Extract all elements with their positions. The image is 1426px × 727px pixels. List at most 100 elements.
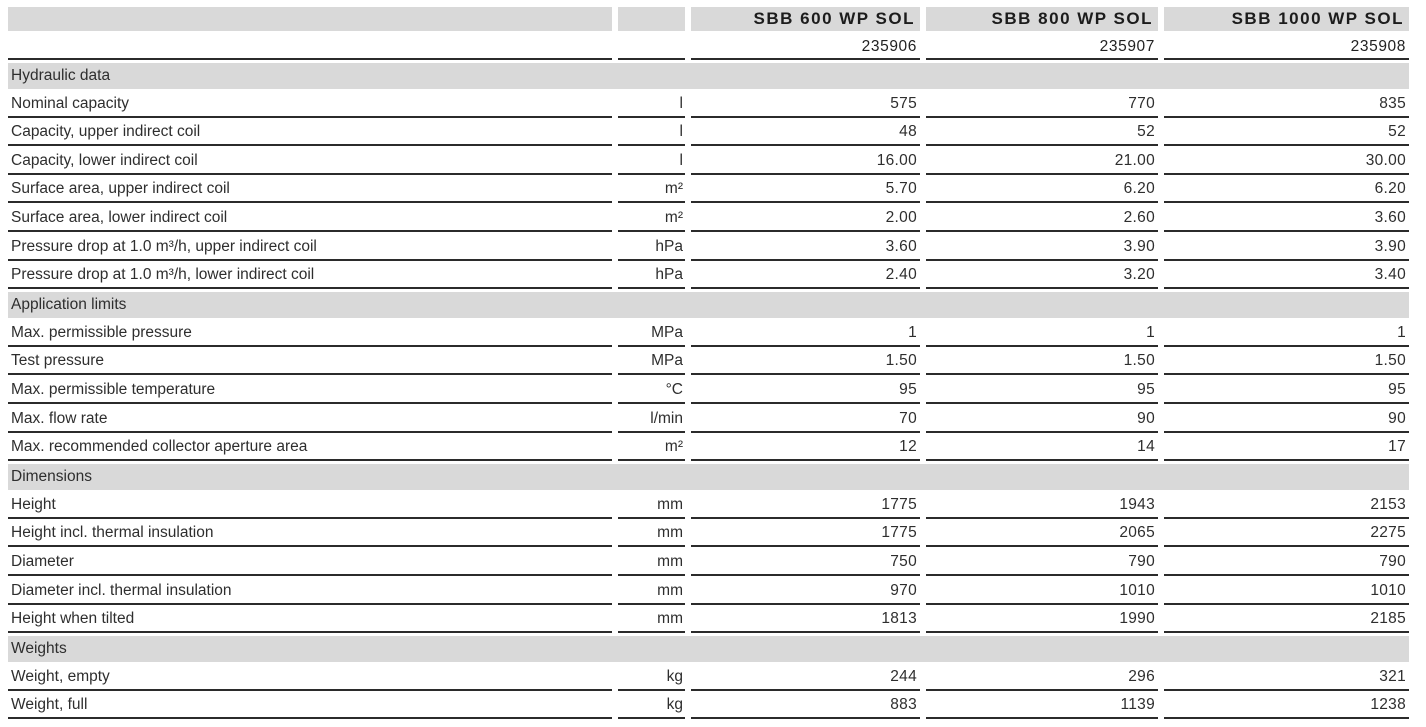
row-value: 1943 (926, 490, 1158, 519)
row-value: 95 (691, 375, 920, 404)
spec-row: Surface area, upper indirect coil m² 5.7… (8, 175, 1409, 204)
row-unit: hPa (618, 261, 685, 290)
label-column-header (8, 7, 612, 31)
row-value: 296 (926, 662, 1158, 691)
row-value: 3.60 (691, 232, 920, 261)
row-label: Capacity, upper indirect coil (8, 118, 612, 147)
row-value: 52 (1164, 118, 1409, 147)
spec-row: Max. permissible temperature °C 95 95 95 (8, 375, 1409, 404)
row-value: 790 (1164, 547, 1409, 576)
row-unit: kg (618, 691, 685, 720)
row-value: 790 (926, 547, 1158, 576)
row-value: 1.50 (926, 347, 1158, 376)
row-value: 2153 (1164, 490, 1409, 519)
row-value: 2.60 (926, 203, 1158, 232)
row-value: 90 (1164, 404, 1409, 433)
row-value: 1010 (1164, 576, 1409, 605)
product-column-header: SBB 1000 WP SOL (1164, 7, 1409, 31)
article-number: 235907 (926, 31, 1158, 60)
row-label: Max. flow rate (8, 404, 612, 433)
row-label: Weight, full (8, 691, 612, 720)
section-header: Dimensions (8, 464, 1409, 491)
row-value: 2.40 (691, 261, 920, 290)
row-label: Capacity, lower indirect coil (8, 146, 612, 175)
row-value: 90 (926, 404, 1158, 433)
row-value: 1.50 (1164, 347, 1409, 376)
row-value: 750 (691, 547, 920, 576)
article-label-cell (8, 31, 612, 60)
row-label: Pressure drop at 1.0 m³/h, lower indirec… (8, 261, 612, 290)
row-unit: m² (618, 433, 685, 462)
row-value: 1139 (926, 691, 1158, 720)
row-value: 1010 (926, 576, 1158, 605)
spec-row: Max. recommended collector aperture area… (8, 433, 1409, 462)
product-column-header: SBB 600 WP SOL (691, 7, 920, 31)
spec-row: Capacity, upper indirect coil l 48 52 52 (8, 118, 1409, 147)
row-unit: l (618, 89, 685, 118)
row-label: Surface area, lower indirect coil (8, 203, 612, 232)
row-label: Max. permissible temperature (8, 375, 612, 404)
spec-row: Weight, full kg 883 1139 1238 (8, 691, 1409, 720)
row-value: 321 (1164, 662, 1409, 691)
row-value: 2185 (1164, 605, 1409, 634)
spec-row: Test pressure MPa 1.50 1.50 1.50 (8, 347, 1409, 376)
row-label: Max. permissible pressure (8, 318, 612, 347)
row-value: 52 (926, 118, 1158, 147)
row-label: Pressure drop at 1.0 m³/h, upper indirec… (8, 232, 612, 261)
spec-row: Max. flow rate l/min 70 90 90 (8, 404, 1409, 433)
row-value: 30.00 (1164, 146, 1409, 175)
row-unit: °C (618, 375, 685, 404)
spec-row: Weight, empty kg 244 296 321 (8, 662, 1409, 691)
row-value: 575 (691, 89, 920, 118)
spec-row: Capacity, lower indirect coil l 16.00 21… (8, 146, 1409, 175)
spec-row: Pressure drop at 1.0 m³/h, lower indirec… (8, 261, 1409, 290)
spec-row: Surface area, lower indirect coil m² 2.0… (8, 203, 1409, 232)
article-number-row: 235906 235907 235908 (8, 31, 1409, 60)
row-value: 2.00 (691, 203, 920, 232)
row-unit: l/min (618, 404, 685, 433)
product-name: SBB 1000 WP SOL (1231, 9, 1404, 28)
spec-row: Max. permissible pressure MPa 1 1 1 (8, 318, 1409, 347)
product-header-row: SBB 600 WP SOL SBB 800 WP SOL SBB 1000 W… (8, 7, 1409, 31)
row-label: Height (8, 490, 612, 519)
row-unit: mm (618, 547, 685, 576)
row-unit: m² (618, 175, 685, 204)
table-body: Hydraulic data Nominal capacity l 575 77… (8, 63, 1409, 720)
product-column-header: SBB 800 WP SOL (926, 7, 1158, 31)
row-value: 1 (926, 318, 1158, 347)
row-value: 95 (926, 375, 1158, 404)
row-value: 1775 (691, 519, 920, 548)
row-value: 12 (691, 433, 920, 462)
row-unit: kg (618, 662, 685, 691)
row-value: 244 (691, 662, 920, 691)
spec-row: Height mm 1775 1943 2153 (8, 490, 1409, 519)
row-value: 970 (691, 576, 920, 605)
section-header: Weights (8, 636, 1409, 663)
row-value: 1.50 (691, 347, 920, 376)
row-unit: m² (618, 203, 685, 232)
row-label: Surface area, upper indirect coil (8, 175, 612, 204)
row-unit: mm (618, 576, 685, 605)
row-value: 3.40 (1164, 261, 1409, 290)
row-value: 3.60 (1164, 203, 1409, 232)
row-unit: mm (618, 605, 685, 634)
row-value: 770 (926, 89, 1158, 118)
spec-row: Nominal capacity l 575 770 835 (8, 89, 1409, 118)
row-label: Height incl. thermal insulation (8, 519, 612, 548)
row-value: 70 (691, 404, 920, 433)
spec-row: Diameter mm 750 790 790 (8, 547, 1409, 576)
article-number: 235908 (1164, 31, 1409, 60)
row-unit: l (618, 118, 685, 147)
row-unit: hPa (618, 232, 685, 261)
product-name: SBB 800 WP SOL (991, 9, 1153, 28)
row-unit: mm (618, 519, 685, 548)
section-header: Hydraulic data (8, 63, 1409, 89)
row-value: 6.20 (926, 175, 1158, 204)
row-value: 5.70 (691, 175, 920, 204)
row-label: Weight, empty (8, 662, 612, 691)
row-value: 2065 (926, 519, 1158, 548)
row-label: Max. recommended collector aperture area (8, 433, 612, 462)
row-value: 3.90 (926, 232, 1158, 261)
row-label: Height when tilted (8, 605, 612, 634)
unit-column-header (618, 7, 685, 31)
